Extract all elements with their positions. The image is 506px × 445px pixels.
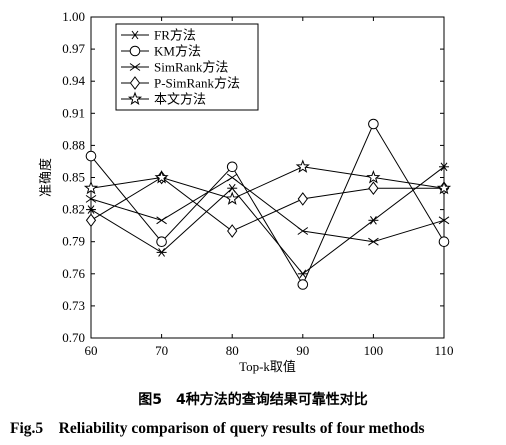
series-1 <box>86 162 449 279</box>
figure-caption-english: Fig.5 Reliability comparison of query re… <box>10 420 425 437</box>
series-2-point-2 <box>156 236 167 247</box>
y-tick-label-7: 0.91 <box>62 105 85 120</box>
series-3-point-3 <box>226 173 238 182</box>
x-tick-label-1: 70 <box>155 343 168 358</box>
series-5-point-2 <box>154 170 169 184</box>
series-4-point-4 <box>297 192 308 206</box>
y-tick-label-6: 0.88 <box>62 137 85 152</box>
legend-marker-2 <box>129 45 141 57</box>
legend-marker-3 <box>129 63 141 71</box>
series-3-point-1 <box>85 194 97 203</box>
y-tick-label-3: 0.79 <box>62 234 85 249</box>
legend-item-3: SimRank方法 <box>121 60 228 75</box>
y-tick-label-2: 0.76 <box>62 266 85 281</box>
series-2-point-5 <box>368 118 379 130</box>
series-1-point-6 <box>439 162 449 172</box>
line-chart: 0.70 0.73 0.76 0.79 0.82 0.85 0.88 0.91 0.94 0.97… <box>38 9 454 374</box>
legend-item-5: 本文方法 <box>121 92 206 107</box>
x-tick-label-2: 80 <box>226 343 239 358</box>
y-tick-label-9: 0.97 <box>62 41 85 56</box>
legend-label-2: KM方法 <box>154 44 201 59</box>
legend-marker-5 <box>127 91 143 106</box>
y-tick-label-1: 0.73 <box>62 298 85 313</box>
legend-label-4: P-SimRank方法 <box>154 76 240 91</box>
series-2-point-3 <box>226 161 238 173</box>
series-1-point-4 <box>297 269 308 279</box>
series-4-point-3 <box>227 224 238 238</box>
legend-item-1: FR方法 <box>121 28 196 43</box>
series-5-point-3 <box>225 191 240 205</box>
legend-label-5: 本文方法 <box>154 92 206 107</box>
series-1-point-5 <box>368 216 379 225</box>
x-tick-label-4: 100 <box>364 343 384 358</box>
series-5-line <box>90 166 445 200</box>
series-4-line <box>90 176 444 232</box>
series-4-point-5 <box>368 181 379 196</box>
legend-box <box>115 23 259 111</box>
series-1-line <box>90 166 445 275</box>
y-tick-label-4: 0.82 <box>62 202 85 217</box>
y-tick-label-5: 0.85 <box>62 170 85 185</box>
series-2-point-6 <box>438 236 450 247</box>
legend-marker-4 <box>129 76 141 90</box>
figure-caption-chinese: 图5 4种方法的查询结果可靠性对比 <box>138 392 368 408</box>
series-5-point-1 <box>83 180 99 195</box>
series-1-point-2 <box>156 248 167 257</box>
legend-label-3: SimRank方法 <box>154 60 228 75</box>
legend-item-4: P-SimRank方法 <box>121 76 240 91</box>
series-3 <box>85 173 450 246</box>
ticks: 0.70 0.73 0.76 0.79 0.82 0.85 0.88 0.91 0.94 0.97… <box>62 9 453 358</box>
y-axis-label: 准确度 <box>38 158 53 197</box>
series-3-point-5 <box>368 237 379 246</box>
series-5-point-4 <box>295 159 310 173</box>
series-3-point-2 <box>156 216 167 225</box>
series-5-point-5 <box>366 170 381 184</box>
series-1-point-3 <box>227 183 238 193</box>
y-tick-label-10: 1.00 <box>62 9 85 24</box>
x-axis-label: Top-k取值 <box>239 359 296 374</box>
series-2-point-4 <box>297 279 309 290</box>
y-tick-label-0: 0.70 <box>62 330 85 345</box>
series-3-point-6 <box>438 216 450 225</box>
series-4-point-1 <box>85 213 97 228</box>
series-layer <box>83 118 452 290</box>
series-2-line <box>90 122 445 286</box>
legend-marker-1 <box>130 30 140 40</box>
y-tick-label-8: 0.94 <box>62 73 85 88</box>
series-1-point-1 <box>86 205 96 214</box>
series-3-point-4 <box>297 227 309 235</box>
series-5 <box>83 159 452 205</box>
series-5-point-6 <box>436 180 452 195</box>
x-tick-label-5: 110 <box>434 343 453 358</box>
series-2 <box>85 118 450 290</box>
legend-label-1: FR方法 <box>154 28 196 43</box>
series-2-point-1 <box>85 150 97 162</box>
x-tick-label-0: 60 <box>85 343 98 358</box>
legend-item-2: KM方法 <box>121 44 201 59</box>
x-tick-label-3: 90 <box>296 343 309 358</box>
series-3-line <box>90 176 445 243</box>
